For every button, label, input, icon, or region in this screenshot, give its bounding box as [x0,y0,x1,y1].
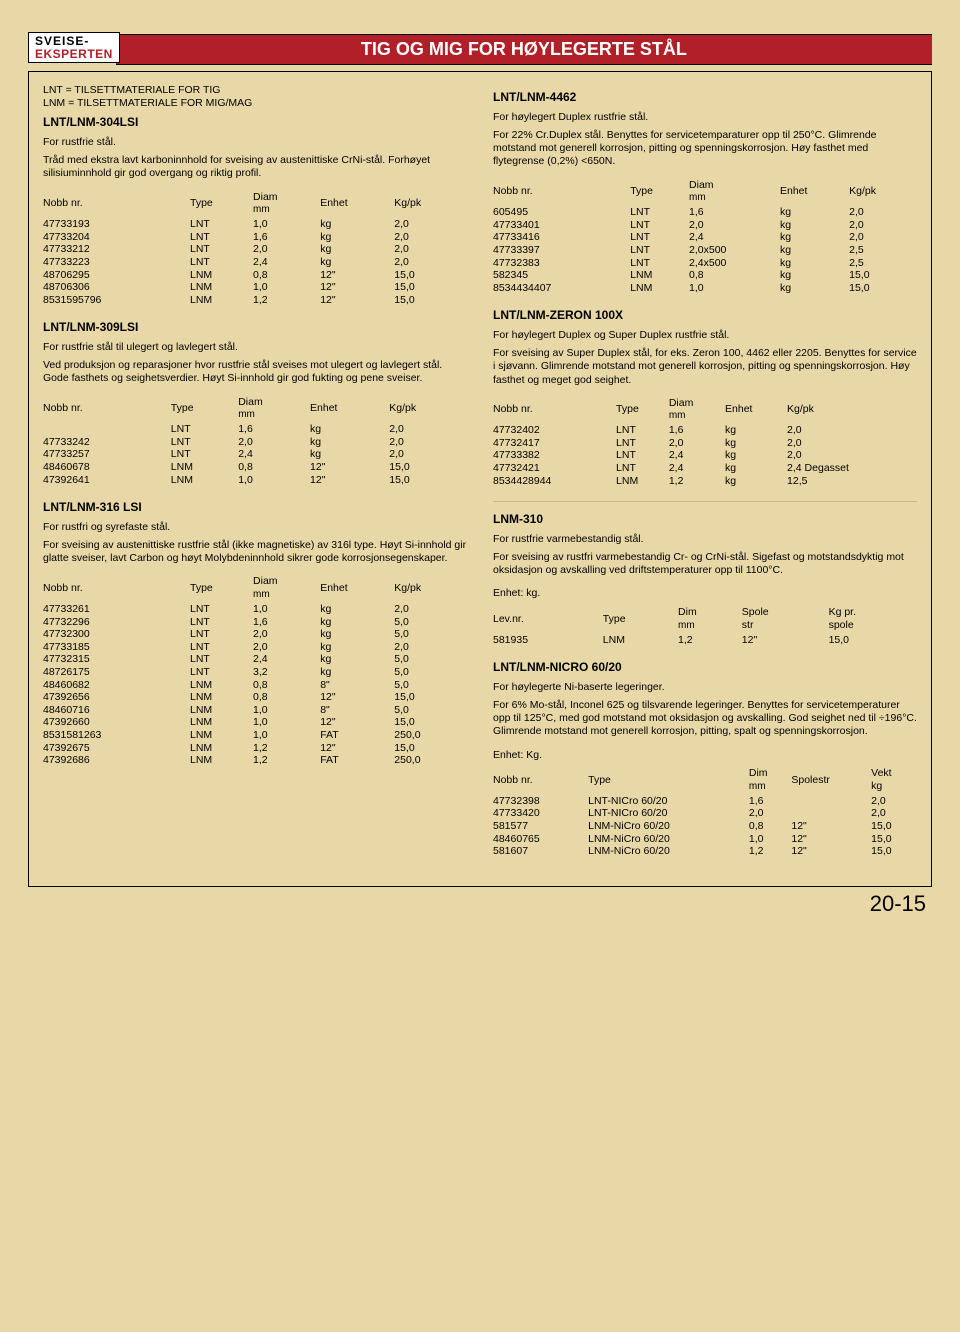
section-title-316: LNT/LNM-316 LSI [43,500,467,514]
table-row: 47733185LNT2,0kg2,0 [43,641,467,654]
section-title-zeron: LNT/LNM-ZERON 100X [493,308,917,322]
table-row: 48706295LNM0,812"15,0 [43,269,467,282]
table-row: 47733382LNT2,4kg2,0 [493,449,917,462]
table-row: 47392675LNM1,212"15,0 [43,742,467,755]
table-row: 47733257LNT2,4kg2,0 [43,448,467,461]
table-row: 47732421LNT2,4kg2,4 Degasset [493,462,917,475]
table-row: 48460682LNM0,88"5,0 [43,679,467,692]
section-desc-304: Tråd med ekstra lavt karboninnhold for s… [43,154,467,180]
section-sub-309: For rustfrie stål til ulegert og lavlege… [43,341,467,354]
table-row: 8531595796LNM1,212"15,0 [43,294,467,307]
table-row: 48460765LNM-NiCro 60/201,012"15,0 [493,833,917,846]
table-row: 47733261LNT1,0kg2,0 [43,603,467,616]
table-row: 47733416LNT2,4kg2,0 [493,231,917,244]
table-row: 582345LNM0,8kg15,0 [493,269,917,282]
section-sub-nicro: For høylegerte Ni-baserte legeringer. [493,681,917,694]
table-row: 47392686LNM1,2FAT250,0 [43,754,467,767]
section-desc-309: Ved produksjon og reparasjoner hvor rust… [43,359,467,385]
table-row: 47732296LNT1,6kg5,0 [43,616,467,629]
logo-top: SVEISE- [35,35,113,48]
table-row: 47732398LNT-NICro 60/201,62,0 [493,795,917,808]
table-row: 47733420LNT-NICro 60/202,02,0 [493,807,917,820]
content: LNT = TILSETTMATERIALE FOR TIG LNM = TIL… [28,71,932,887]
table-row: 47733242LNT2,0kg2,0 [43,436,467,449]
table-309: Nobb nr. Type Diammm Enhet Kg/pk LNT1,6k… [43,396,467,487]
table-row: 8531581263LNM1,0FAT250,0 [43,729,467,742]
table-row: 8534434407LNM1,0kg15,0 [493,282,917,295]
section-title-4462: LNT/LNM-4462 [493,90,917,104]
right-column: LNT/LNM-4462 For høylegert Duplex rustfr… [493,84,917,872]
left-column: LNT = TILSETTMATERIALE FOR TIG LNM = TIL… [43,84,467,872]
intro-line-2: LNM = TILSETTMATERIALE FOR MIG/MAG [43,97,467,110]
page-number: 20-15 [28,891,932,917]
table-304: Nobb nr. Type Diammm Enhet Kg/pk 4773319… [43,191,467,307]
logo: SVEISE- EKSPERTEN [28,32,120,65]
table-row: 47732315LNT2,4kg5,0 [43,653,467,666]
table-row: 47733212LNT2,0kg2,0 [43,243,467,256]
section-title-309: LNT/LNM-309LSI [43,320,467,334]
col-enhet: Enhet [320,191,394,219]
section-enhet-310: Enhet: kg. [493,587,917,600]
section-title-304: LNT/LNM-304LSI [43,115,467,129]
section-desc-316: For sveising av austenittiske rustfrie s… [43,539,467,565]
table-row: 47733204LNT1,6kg2,0 [43,231,467,244]
table-zeron: Nobb nr. Type Diammm Enhet Kg/pk 4773240… [493,397,917,488]
section-sub-304: For rustfrie stål. [43,136,467,149]
table-4462: Nobb nr. Type Diammm Enhet Kg/pk 605495L… [493,179,917,295]
header: SVEISE- EKSPERTEN TIG OG MIG FOR HØYLEGE… [28,32,932,65]
table-row: 47733397LNT2,0x500kg2,5 [493,244,917,257]
section-desc-zeron: For sveising av Super Duplex stål, for e… [493,347,917,386]
intro-line-1: LNT = TILSETTMATERIALE FOR TIG [43,84,467,97]
col-diam: Diammm [253,191,320,219]
table-row: 48726175LNT3,2kg5,0 [43,666,467,679]
table-row: 47732417LNT2,0kg2,0 [493,437,917,450]
logo-bot: EKSPERTEN [35,48,113,61]
table-row: 581577LNM-NiCro 60/200,812"15,0 [493,820,917,833]
table-row: LNT1,6kg2,0 [43,423,467,436]
table-row: 48460678LNM0,812"15,0 [43,461,467,474]
table-row: 581935LNM1,212"15,0 [493,634,917,647]
table-row: 47733401LNT2,0kg2,0 [493,219,917,232]
section-title-310: LNM-310 [493,512,917,526]
table-row: 581607LNM-NiCro 60/201,212"15,0 [493,845,917,858]
section-sub-310: For rustfrie varmebestandig stål. [493,533,917,546]
col-nobb: Nobb nr. [43,191,190,219]
title-bar: TIG OG MIG FOR HØYLEGERTE STÅL [116,34,932,66]
table-row: 47392656LNM0,812"15,0 [43,691,467,704]
table-row: 47732383LNT2,4x500kg2,5 [493,257,917,270]
section-sub-4462: For høylegert Duplex rustfrie stål. [493,111,917,124]
section-enhet-nicro: Enhet: Kg. [493,749,917,762]
table-316: Nobb nr. Type Diammm Enhet Kg/pk 4773326… [43,575,467,766]
table-row: 605495LNT1,6kg2,0 [493,206,917,219]
table-row: 48706306LNM1,012"15,0 [43,281,467,294]
col-kgpk: Kg/pk [394,191,467,219]
page-title: TIG OG MIG FOR HØYLEGERTE STÅL [116,34,932,66]
col-type: Type [190,191,253,219]
section-desc-4462: For 22% Cr.Duplex stål. Benyttes for ser… [493,129,917,168]
section-sub-zeron: For høylegert Duplex og Super Duplex rus… [493,329,917,342]
table-row: 47392660LNM1,012"15,0 [43,716,467,729]
section-desc-nicro: For 6% Mo-stål, Inconel 625 og tilsvaren… [493,699,917,738]
table-row: 47733223LNT2,4kg2,0 [43,256,467,269]
section-desc-310: For sveising av rustfri varmebestandig C… [493,551,917,577]
table-row: 47733193LNT1,0kg2,0 [43,218,467,231]
section-title-nicro: LNT/LNM-NICRO 60/20 [493,660,917,674]
table-nicro: Nobb nr. Type Dimmm Spolestr Vekt kg 477… [493,767,917,858]
table-310: Lev.nr. Type Dimmm Spole str Kg pr. spol… [493,606,917,646]
section-sub-316: For rustfri og syrefaste stål. [43,521,467,534]
divider [493,501,917,502]
table-row: 48460716LNM1,08"5,0 [43,704,467,717]
table-row: 47732402LNT1,6kg2,0 [493,424,917,437]
table-row: 47392641LNM1,012"15,0 [43,474,467,487]
table-row: 8534428944LNM1,2kg12,5 [493,475,917,488]
table-row: 47732300LNT2,0kg5,0 [43,628,467,641]
